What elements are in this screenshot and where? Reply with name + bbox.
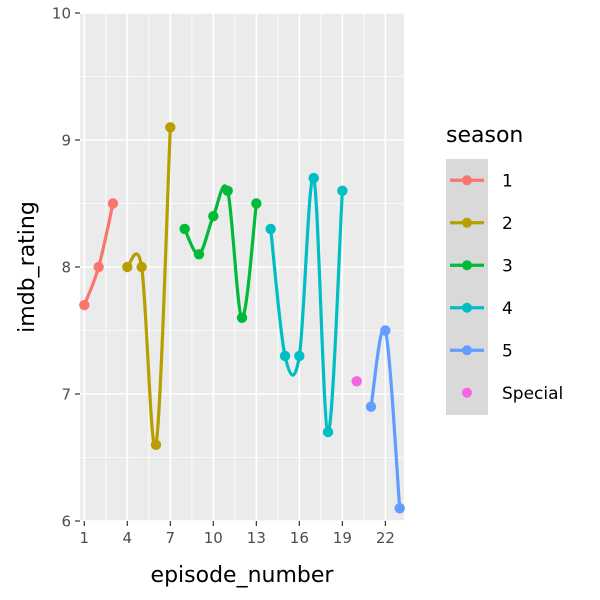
legend-key-point <box>462 387 472 398</box>
data-point-season-5 <box>380 325 391 336</box>
data-point-season-3 <box>236 312 248 323</box>
y-tick-label: 9 <box>61 132 71 150</box>
y-axis-title: imdb_rating <box>15 201 40 333</box>
y-tick-label: 10 <box>52 5 71 23</box>
x-tick-label: 13 <box>247 529 266 547</box>
data-point-season-3 <box>251 198 262 209</box>
legend-label: Special <box>502 384 563 404</box>
legend-title: season <box>446 123 523 148</box>
x-tick-label: 10 <box>204 529 223 547</box>
axis-ticks <box>75 12 386 526</box>
data-point-season-4 <box>337 185 348 196</box>
x-tick-label: 19 <box>333 529 352 547</box>
data-point-season-1 <box>107 198 119 209</box>
series-points <box>79 122 405 514</box>
legend-key-point <box>462 260 472 271</box>
x-tick-label: 22 <box>376 529 395 547</box>
legend-key-point <box>462 217 472 228</box>
x-tick-label: 16 <box>290 529 309 547</box>
legend-key-point <box>462 345 472 356</box>
x-tick-label: 4 <box>123 529 133 547</box>
data-point-season-5 <box>365 401 377 412</box>
x-tick-labels: 1 4 7 10 13 16 19 22 <box>80 529 395 547</box>
grid-major <box>80 12 404 522</box>
data-point-season-2 <box>136 261 147 273</box>
data-point-season-3 <box>179 223 190 235</box>
legend-label: 1 <box>502 171 513 191</box>
x-axis-title: episode_number <box>151 563 335 588</box>
y-tick-label: 6 <box>61 513 71 531</box>
data-point-season-5 <box>394 503 405 514</box>
y-tick-labels: 6 7 8 9 10 <box>52 5 71 531</box>
legend-key-point <box>462 175 472 186</box>
x-tick-label: 7 <box>166 529 176 547</box>
data-point-season-special <box>351 376 362 387</box>
x-tick-label: 1 <box>80 529 90 547</box>
legend-label: 5 <box>502 341 513 361</box>
data-point-season-2 <box>150 439 162 450</box>
legend: season 1 2 3 4 5 Special <box>446 123 563 415</box>
series-line-2 <box>125 125 172 449</box>
data-point-season-2 <box>165 122 176 133</box>
data-point-season-4 <box>308 172 319 184</box>
data-point-season-3 <box>208 211 219 222</box>
y-tick-label: 8 <box>61 259 71 277</box>
data-point-season-4 <box>265 223 276 235</box>
data-point-season-4 <box>294 350 305 362</box>
legend-label: 4 <box>502 299 513 319</box>
data-point-season-4 <box>279 350 291 362</box>
data-point-season-3 <box>193 249 205 260</box>
data-point-season-4 <box>322 426 334 438</box>
data-point-season-1 <box>79 299 90 311</box>
legend-label: 2 <box>502 214 513 234</box>
legend-key-background <box>446 159 488 415</box>
data-point-season-1 <box>93 261 104 273</box>
data-point-season-3 <box>222 185 233 196</box>
y-tick-label: 7 <box>61 386 71 404</box>
legend-label: 3 <box>502 256 513 276</box>
legend-key-point <box>462 302 472 313</box>
data-point-season-2 <box>122 261 133 273</box>
